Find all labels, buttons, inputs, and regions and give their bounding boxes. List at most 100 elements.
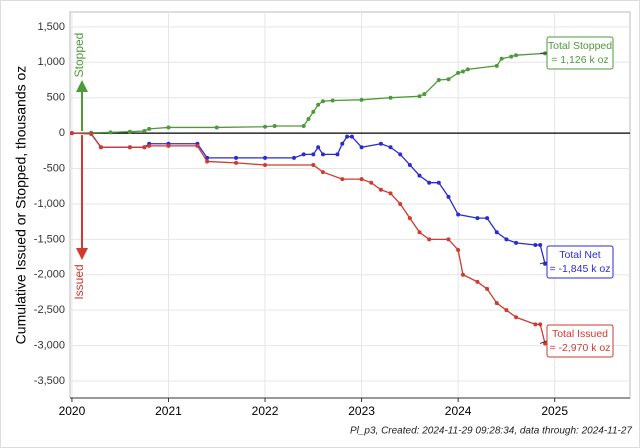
point: [306, 116, 311, 121]
point: [311, 162, 316, 167]
legend-box: [546, 36, 614, 70]
connector: [539, 261, 548, 265]
point: [234, 155, 239, 160]
arrow-label: Issued: [72, 264, 86, 299]
point: [388, 191, 393, 196]
point: [446, 237, 451, 242]
point: [166, 125, 171, 130]
point: [417, 94, 422, 99]
point: [292, 155, 296, 160]
plot-area: [69, 11, 631, 399]
y-tick-label: 1,500: [37, 21, 65, 33]
point: [388, 95, 393, 100]
legend-box: [546, 324, 614, 358]
point: [147, 143, 152, 148]
point: [166, 143, 171, 148]
legend-name: Total Stopped: [548, 40, 612, 52]
x-tick-label: 2021: [155, 404, 182, 418]
point: [460, 272, 465, 277]
point: [349, 134, 354, 139]
point: [465, 67, 470, 72]
point: [127, 129, 132, 134]
point: [509, 54, 514, 59]
point: [499, 56, 504, 61]
caption: Pl_p3, Created: 2024-11-29 09:28:34, dat…: [350, 426, 632, 437]
point: [142, 128, 147, 133]
point: [485, 216, 490, 221]
point: [369, 180, 374, 185]
point: [214, 125, 219, 130]
legend-note: = -2,970 k oz: [550, 342, 611, 354]
point: [504, 308, 509, 313]
point: [320, 170, 325, 175]
point: [263, 124, 268, 129]
y-tick-label: 0: [59, 127, 65, 139]
point: [89, 131, 94, 136]
point: [316, 102, 321, 107]
point: [127, 145, 132, 150]
y-tick-label: -1,500: [34, 233, 65, 245]
point: [398, 201, 403, 206]
point: [320, 152, 325, 157]
arrow-head: [76, 248, 88, 260]
y-tick-label: 1,000: [37, 56, 65, 68]
point: [533, 243, 538, 248]
x-tick-label: 2024: [445, 404, 472, 418]
point: [359, 145, 364, 150]
point: [340, 177, 345, 182]
point: [456, 212, 461, 217]
point: [460, 69, 465, 74]
point: [436, 180, 441, 185]
point: [504, 237, 509, 242]
point: [378, 187, 383, 192]
point: [427, 237, 432, 242]
point: [320, 99, 325, 104]
point: [538, 243, 543, 248]
point: [98, 145, 103, 150]
point: [272, 124, 277, 129]
x-tick-label: 2025: [541, 404, 568, 418]
point: [456, 247, 461, 252]
point: [533, 322, 538, 327]
legend-note: = -1,845 k oz: [550, 263, 611, 275]
point: [422, 92, 427, 97]
point: [108, 130, 113, 135]
point: [142, 145, 147, 150]
y-tick-label: 500: [47, 92, 65, 104]
y-tick-label: -2,500: [34, 304, 65, 316]
point: [475, 216, 480, 221]
point: [234, 160, 239, 165]
legend-note: = 1,126 k oz: [551, 54, 609, 66]
y-tick-label: -1,000: [34, 198, 65, 210]
point: [263, 162, 268, 167]
point: [345, 134, 350, 139]
point: [311, 109, 316, 114]
legend-box: [546, 245, 614, 279]
point: [340, 141, 345, 146]
x-tick-label: 2022: [252, 404, 279, 418]
y-tick-label: -3,000: [34, 339, 65, 351]
point: [301, 124, 306, 129]
point: [475, 279, 480, 284]
y-tick-label: -500: [43, 162, 65, 174]
y-tick-label: -3,500: [34, 375, 65, 387]
point: [446, 77, 451, 82]
point: [69, 131, 74, 136]
x-tick-label: 2020: [59, 404, 86, 418]
point: [494, 230, 499, 235]
legend-name: Total Issued: [552, 328, 608, 340]
point: [301, 152, 306, 157]
point: [514, 240, 519, 245]
point: [195, 143, 200, 148]
point: [316, 145, 321, 150]
point: [147, 126, 152, 131]
legend-name: Total Net: [559, 249, 601, 261]
point: [205, 159, 210, 164]
point: [407, 216, 412, 221]
point: [494, 63, 499, 68]
point: [311, 152, 316, 157]
point: [436, 77, 441, 82]
point: [456, 70, 461, 75]
x-tick-label: 2023: [348, 404, 375, 418]
